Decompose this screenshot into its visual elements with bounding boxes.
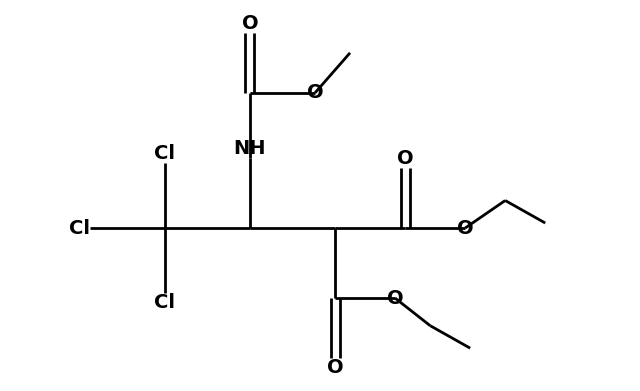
Text: O: O — [457, 219, 474, 238]
Text: Cl: Cl — [68, 219, 90, 238]
Text: O: O — [397, 149, 413, 168]
Text: NH: NH — [234, 139, 266, 158]
Text: O: O — [387, 289, 403, 308]
Text: O: O — [242, 14, 258, 33]
Text: Cl: Cl — [154, 293, 175, 312]
Text: O: O — [307, 83, 323, 102]
Text: Cl: Cl — [154, 144, 175, 163]
Text: O: O — [326, 358, 343, 377]
